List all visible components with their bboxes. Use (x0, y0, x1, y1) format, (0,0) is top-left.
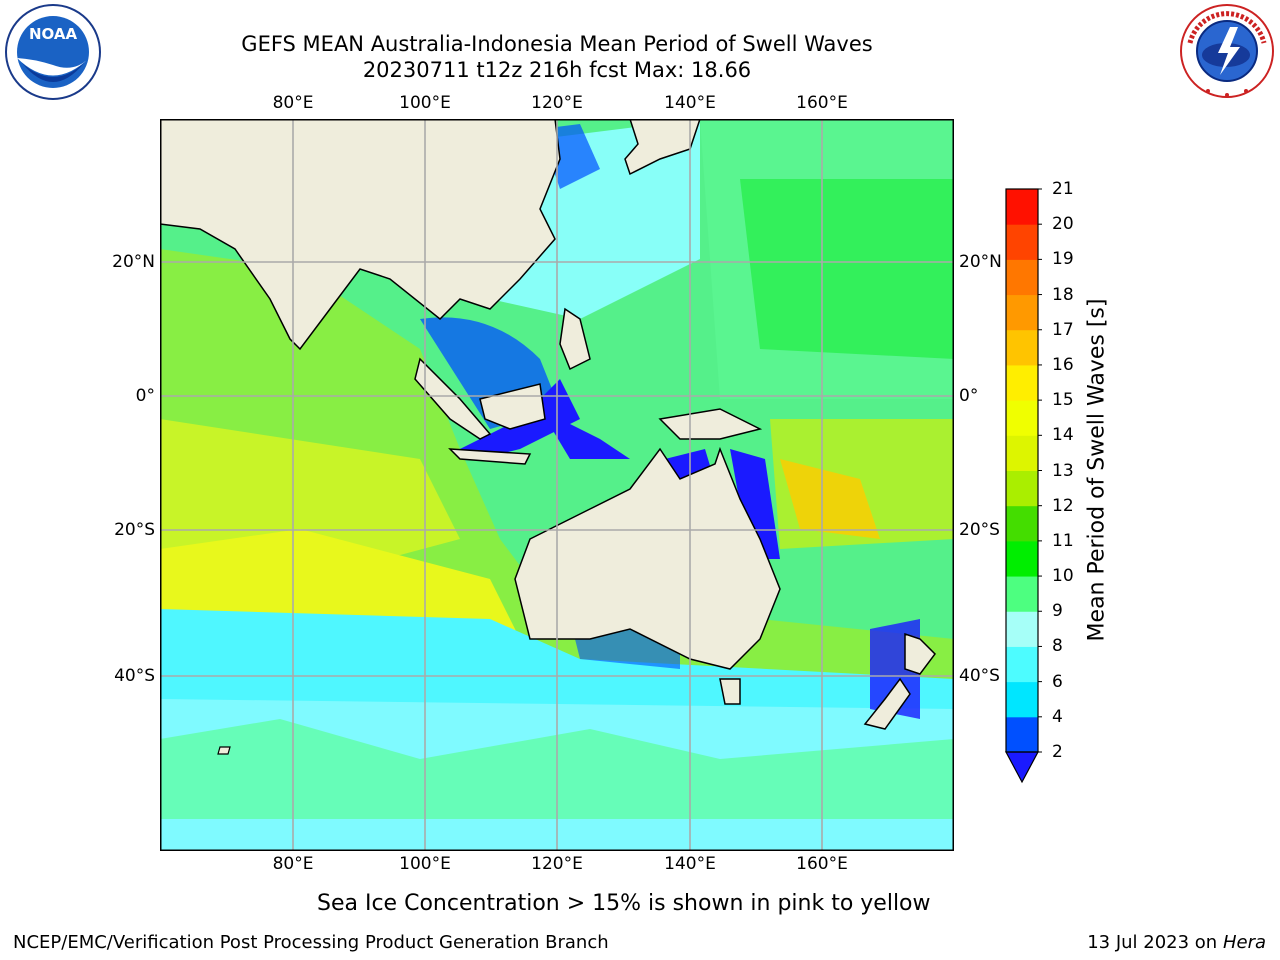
lat-tick-right-0: 0° (959, 386, 979, 406)
lon-tick-bottom-100e: 100°E (399, 854, 451, 874)
sumatra-land (414, 357, 492, 440)
ocean-zone-pacific-core (740, 179, 954, 359)
lat-tick-left-0: 0° (135, 386, 155, 406)
swell-period-map (160, 119, 954, 851)
lon-tick-top-100e: 100°E (399, 93, 451, 113)
philippines-land (559, 307, 591, 371)
colorbar-tick-label: 11 (1052, 530, 1074, 551)
new-zealand-north-land (904, 632, 936, 675)
colorbar-tick-label: 19 (1052, 249, 1074, 270)
colorbar-bin (1006, 505, 1038, 542)
low-coral-coast (730, 449, 780, 559)
colorbar-tick-label: 2 (1052, 742, 1063, 762)
svg-text:NOAA: NOAA (29, 25, 78, 43)
kerguelen-land (217, 746, 231, 755)
lat-tick-right-20s: 20°S (959, 520, 1000, 540)
colorbar-extend-min (1005, 751, 1039, 784)
lon-tick-bottom-120e: 120°E (531, 854, 583, 874)
colorbar-tick-label: 8 (1052, 636, 1063, 657)
lat-tick-left-40s: 40°S (114, 666, 155, 686)
lon-tick-bottom-160e: 160°E (796, 854, 848, 874)
footer-date-text: 13 Jul 2023 on (1087, 932, 1223, 953)
lon-tick-bottom-140e: 140°E (664, 854, 716, 874)
chart-subtitle: 20230711 t12z 216h fcst Max: 18.66 (362, 58, 752, 82)
colorbar-bin (1006, 259, 1038, 296)
java-land (448, 448, 532, 465)
lon-tick-bottom-80e: 80°E (272, 854, 314, 874)
colorbar-tick-label: 12 (1052, 495, 1074, 516)
lat-tick-left-20n: 20°N (112, 252, 155, 272)
new-guinea-land (658, 408, 763, 440)
colorbar-bin (1006, 470, 1038, 507)
colorbar-bin (1006, 189, 1038, 225)
chart-title: GEFS MEAN Australia-Indonesia Mean Perio… (241, 32, 873, 56)
colorbar (1005, 188, 1042, 784)
colorbar-bin (1006, 435, 1038, 471)
colorbar-tick-label: 18 (1052, 284, 1074, 305)
australia-land (514, 446, 781, 670)
noaa-logo: NOAA (5, 4, 101, 100)
colorbar-bin (1006, 611, 1038, 647)
footer-machine: Hera (1222, 932, 1266, 953)
colorbar-tick-label: 16 (1052, 354, 1074, 375)
footer-date: 13 Jul 2023 on Hera (1087, 932, 1266, 953)
graticule (160, 119, 954, 851)
colorbar-bin (1006, 540, 1038, 577)
lon-tick-top-140e: 140°E (664, 93, 716, 113)
tasmania-land (719, 678, 741, 705)
colorbar-tick-label: 20 (1052, 214, 1074, 235)
colorbar-bin (1006, 576, 1038, 612)
colorbar-tick-label: 15 (1052, 390, 1074, 411)
asia-landmass (160, 119, 561, 351)
lat-tick-right-20n: 20°N (959, 252, 1002, 272)
japan-korea-land (624, 119, 701, 176)
colorbar-bin (1006, 681, 1038, 718)
lon-tick-top-120e: 120°E (531, 93, 583, 113)
ocean-zone-coral-max (780, 459, 880, 539)
colorbar-bin (1006, 646, 1038, 683)
colorbar-tick-label: 13 (1052, 460, 1074, 481)
footer-credit: NCEP/EMC/Verification Post Processing Pr… (13, 932, 609, 953)
colorbar-tick-label: 9 (1052, 601, 1063, 622)
colorbar-tick-label: 10 (1052, 566, 1074, 587)
colorbar-tick-label: 21 (1052, 179, 1074, 199)
colorbar-tick-label: 17 (1052, 319, 1074, 340)
colorbar-bin (1006, 294, 1038, 331)
colorbar-bin (1006, 400, 1038, 436)
new-zealand-south-land (863, 677, 911, 730)
colorbar-tick-label: 4 (1052, 706, 1063, 727)
lon-tick-top-80e: 80°E (272, 93, 314, 113)
colorbar-bin (1006, 364, 1038, 401)
colorbar-bin (1006, 224, 1038, 260)
lon-tick-top-160e: 160°E (796, 93, 848, 113)
lat-tick-left-20s: 20°S (114, 520, 155, 540)
colorbar-tick-label: 14 (1052, 425, 1074, 446)
low-banda (540, 409, 630, 459)
sea-ice-note: Sea Ice Concentration > 15% is shown in … (317, 891, 931, 916)
map-frame (160, 119, 954, 851)
lat-tick-right-40s: 40°S (959, 666, 1000, 686)
colorbar-bin (1006, 716, 1038, 753)
colorbar-bin (1006, 329, 1038, 366)
colorbar-tick-label: 6 (1052, 671, 1063, 692)
nws-logo (1180, 4, 1274, 98)
colorbar-label: Mean Period of Swell Waves [s] (1084, 298, 1110, 642)
